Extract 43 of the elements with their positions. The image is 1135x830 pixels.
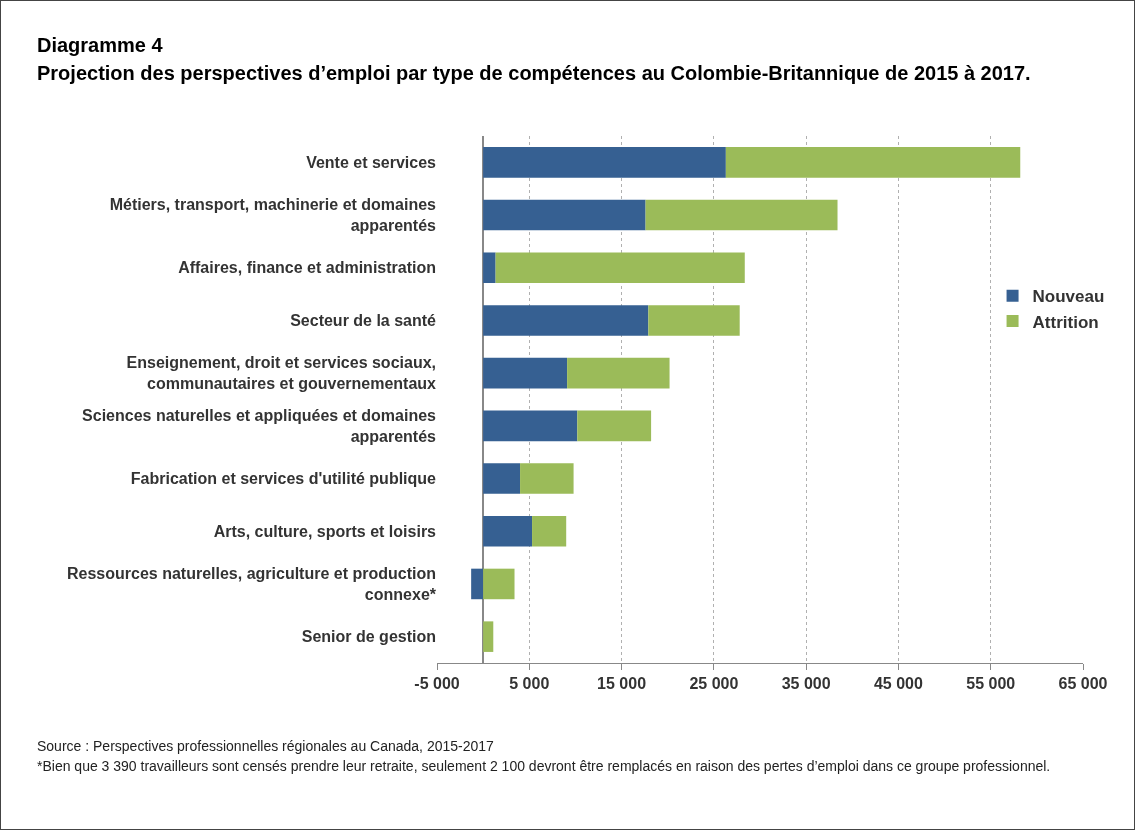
y-tick-label: Affaires, finance et administration bbox=[178, 259, 436, 277]
bar bbox=[471, 568, 484, 600]
bar bbox=[483, 357, 568, 389]
bar bbox=[483, 199, 646, 231]
y-tick-label: Vente et services bbox=[306, 153, 437, 171]
bar bbox=[532, 515, 567, 547]
bar bbox=[725, 147, 1021, 178]
x-tick-label: 25 000 bbox=[689, 675, 739, 693]
x-tick-label: -5 000 bbox=[414, 675, 460, 693]
y-tick-label: Sciences naturelles et appliquées et domaines apparentés bbox=[82, 407, 437, 445]
y-tick-label: Ressources naturelles, agriculture et production connexe* bbox=[67, 565, 437, 603]
bar bbox=[648, 305, 740, 336]
bar bbox=[645, 199, 838, 231]
bar bbox=[483, 252, 496, 284]
x-tick-label: 55 000 bbox=[966, 675, 1016, 693]
y-tick-label: Senior de gestion bbox=[301, 628, 436, 646]
bar bbox=[483, 147, 726, 178]
bar bbox=[577, 410, 652, 442]
legend-label: Nouveau bbox=[1032, 287, 1105, 307]
bar bbox=[483, 568, 515, 600]
x-tick-label: 45 000 bbox=[873, 675, 923, 693]
chart-subtitle: Projection des perspectives d’emploi par type de compétences au Colombie-Britannique de 2015 à 2017. bbox=[37, 61, 1032, 86]
x-tick-label: 15 000 bbox=[597, 675, 647, 693]
bar bbox=[520, 463, 574, 494]
y-tick-label: Enseignement, droit et services sociaux, communautaires et gouvernementaux bbox=[126, 354, 437, 393]
bar bbox=[483, 621, 494, 652]
x-tick-label: 5 000 bbox=[509, 675, 550, 693]
y-tick-label: Fabrication et services d'utilité publique bbox=[130, 470, 437, 488]
y-tick-label: Secteur de la santé bbox=[290, 312, 437, 330]
bar bbox=[483, 305, 649, 336]
source-note: Source : Perspectives professionnelles régionales au Canada, 2015-2017 bbox=[37, 737, 495, 756]
bar bbox=[483, 515, 533, 547]
x-tick-label: 65 000 bbox=[1058, 675, 1108, 693]
bar bbox=[483, 463, 521, 494]
bar bbox=[567, 357, 670, 389]
bar bbox=[483, 410, 578, 442]
y-tick-label: Arts, culture, sports et loisirs bbox=[213, 522, 437, 540]
bar bbox=[495, 252, 745, 284]
y-tick-label: Métiers, transport, machinerie et domaines apparentés bbox=[109, 196, 437, 235]
legend-label: Attrition bbox=[1032, 312, 1099, 332]
text: *Bien que 3 390 travailleurs sont censés prendre leur retraite, seulement 2 100 devront être remplacés en raison des pertes d’emploi dans ce groupe professionnel. bbox=[37, 757, 1052, 776]
text: Diagramme 4 bbox=[37, 33, 164, 58]
x-tick-label: 35 000 bbox=[781, 675, 831, 693]
